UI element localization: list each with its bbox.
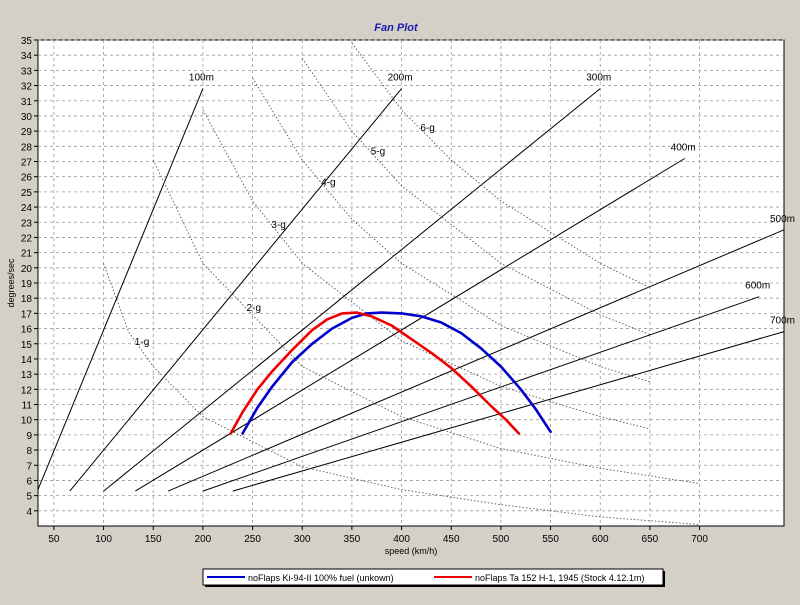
radius-line-400m [135,158,685,492]
series-lines [229,311,552,435]
x-tick-label: 550 [542,534,559,545]
radius-label-500m: 500m [770,214,795,225]
radius-line-700m [232,331,785,492]
legend: noFlaps Ki-94-II 100% fuel (unkown) noFl… [202,568,665,587]
y-axis-label: degrees/sec [6,258,16,308]
g-line-5-g [301,57,651,336]
y-tick-label: 12 [21,385,33,396]
y-tick-label: 19 [21,279,33,290]
y-tick-label: 33 [21,66,33,77]
series-line-1 [229,311,521,435]
x-tick-label: 200 [195,534,212,545]
x-tick-label: 500 [493,534,510,545]
y-tick-label: 21 [21,249,33,260]
radius-line-100m [37,88,204,490]
y-tick-label: 15 [21,340,33,351]
series-line-0 [241,311,552,435]
x-axis-label: speed (km/h) [385,546,438,556]
x-tick-label: 450 [443,534,460,545]
y-tick-label: 26 [21,173,33,184]
y-tick-label: 34 [21,51,33,62]
y-tick-label: 27 [21,158,33,169]
radius-label-200m: 200m [388,73,413,84]
radius-line-500m [167,229,785,492]
y-tick-label: 23 [21,218,33,229]
g-line-2-g [152,159,700,484]
g-label-3-g: 3-g [271,220,285,231]
radius-line-200m [69,88,402,492]
y-tick-label: 32 [21,82,33,93]
x-tick-label: 150 [145,534,162,545]
x-tick-label: 100 [95,534,112,545]
radius-label-600m: 600m [745,281,770,292]
y-tick-label: 10 [21,416,33,427]
x-tick-label: 350 [344,534,361,545]
legend-shadow-right [663,571,665,587]
radius-label-700m: 700m [770,316,795,327]
g-label-6-g: 6-g [420,123,434,134]
g-label-4-g: 4-g [321,178,335,189]
y-tick-label: 8 [26,446,32,457]
y-tick-label: 22 [21,233,33,244]
y-tick-label: 4 [26,507,32,518]
grid [38,39,784,526]
g-label-2-g: 2-g [247,303,261,314]
x-tick-label: 600 [592,534,609,545]
reference-lines: 100m 200m 300m 400m 500m 600m 700m 1-g 2-g 3-g 4-g… [37,42,795,525]
y-tick-label: 9 [26,431,32,442]
g-label-5-g: 5-g [371,146,385,157]
chart-title: Fan Plot [374,22,419,34]
legend-label-ta152: noFlaps Ta 152 H-1, 1945 (Stock 4.12.1m) [475,573,644,583]
y-tick-label: 29 [21,127,33,138]
g-line-4-g [252,77,651,383]
x-tick-label: 650 [642,534,659,545]
g-line-6-g [351,42,651,289]
y-tick-label: 17 [21,309,33,320]
x-tick-label: 400 [393,534,410,545]
legend-shadow-bottom [205,585,665,587]
x-tick-label: 300 [294,534,311,545]
y-tick-label: 20 [21,264,33,275]
radius-label-400m: 400m [671,142,696,153]
y-tick-label: 28 [21,142,33,153]
y-tick-label: 7 [26,461,32,472]
y-tick-label: 11 [22,401,33,412]
g-line-3-g [202,109,651,430]
x-tick-label: 250 [244,534,261,545]
legend-label-ki94: noFlaps Ki-94-II 100% fuel (unkown) [248,573,394,583]
y-tick-label: 25 [21,188,33,199]
y-tick-label: 31 [21,97,33,108]
radius-line-600m [202,296,760,492]
y-tick-label: 16 [21,325,33,336]
y-tick-label: 24 [21,203,33,214]
y-tick-label: 30 [21,112,33,123]
y-tick-label: 14 [21,355,33,366]
g-label-1-g: 1-g [135,337,149,348]
radius-line-300m [103,88,601,492]
radius-label-300m: 300m [586,73,611,84]
y-tick-label: 35 [21,36,33,47]
y-tick-label: 5 [26,492,32,503]
axes: 50 100 150 200 250 300 350 400 450 500 550 600 650 70… [21,36,708,545]
y-tick-label: 18 [21,294,33,305]
x-tick-label: 700 [691,534,708,545]
radius-label-100m: 100m [189,73,214,84]
x-tick-label: 50 [48,534,60,545]
y-tick-label: 6 [26,476,32,487]
y-tick-label: 13 [21,370,33,381]
